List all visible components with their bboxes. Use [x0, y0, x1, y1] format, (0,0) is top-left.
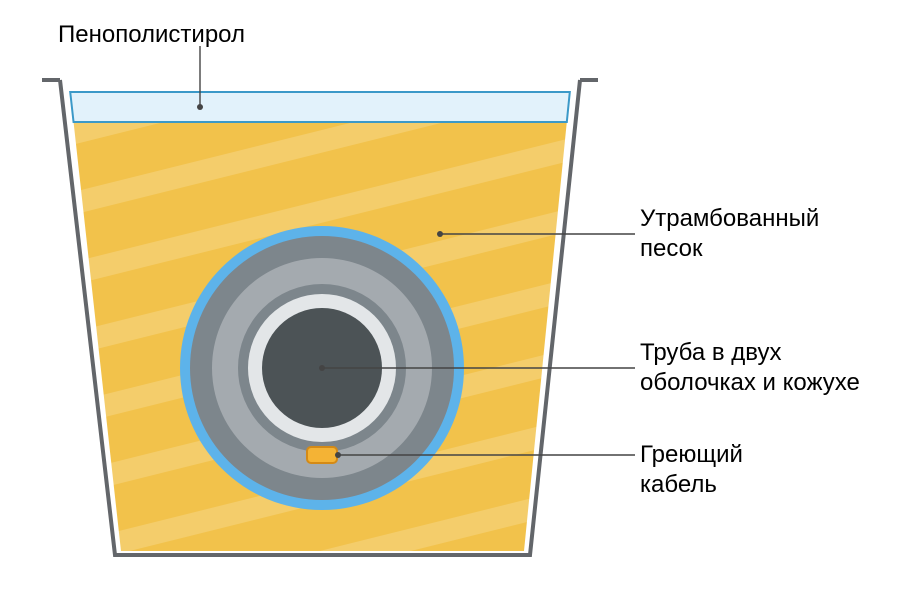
heating-cable: [307, 447, 337, 463]
label-sand: Утрамбованный песок: [640, 204, 819, 264]
leader-dot-cable: [335, 452, 341, 458]
leader-dot-sand: [437, 231, 443, 237]
label-foam: Пенополистирол: [58, 20, 245, 50]
label-cable: Греющий кабель: [640, 440, 743, 500]
leader-dot-pipe: [319, 365, 325, 371]
label-pipe: Труба в двух оболочках и кожухе: [640, 338, 860, 398]
leader-dot-foam: [197, 104, 203, 110]
foam-layer: [70, 92, 570, 122]
